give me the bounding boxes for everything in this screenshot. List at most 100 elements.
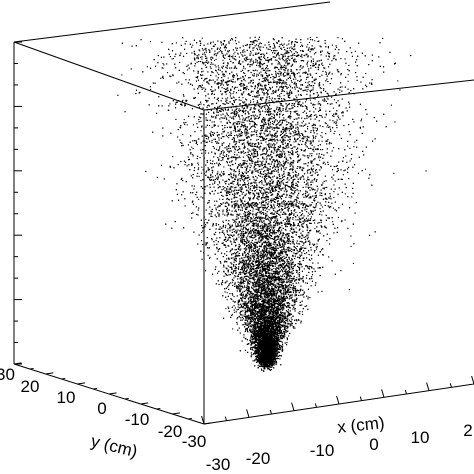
scatter-point — [186, 124, 188, 126]
scatter-point — [201, 166, 203, 168]
scatter-point — [310, 196, 312, 198]
scatter-point — [301, 201, 303, 203]
scatter-point — [273, 102, 275, 104]
scatter-point — [260, 83, 262, 85]
scatter-point — [249, 341, 251, 343]
scatter-point — [240, 228, 242, 230]
scatter-point — [287, 86, 289, 88]
scatter-point — [352, 262, 354, 264]
scatter-point — [285, 318, 287, 320]
scatter-point — [390, 104, 392, 106]
scatter-point — [256, 206, 258, 208]
scatter-point — [311, 149, 313, 151]
scatter-point — [265, 104, 267, 106]
scatter-point — [264, 226, 266, 228]
scatter-point — [217, 135, 219, 137]
scatter-point — [262, 77, 264, 79]
scatter-point — [263, 368, 265, 370]
scatter-point — [242, 176, 244, 178]
scatter-point — [252, 294, 254, 296]
scatter-point — [326, 97, 328, 99]
scatter-point — [254, 241, 256, 243]
scatter-point — [199, 157, 201, 159]
scatter-point — [271, 277, 273, 279]
scatter-point — [295, 101, 297, 103]
scatter-point — [268, 252, 270, 254]
scatter-point — [263, 175, 265, 177]
scatter-point — [283, 95, 285, 97]
scatter-point — [273, 80, 275, 82]
scatter-point — [273, 241, 275, 243]
scatter-point — [298, 94, 300, 96]
scatter-point — [256, 355, 258, 357]
scatter-point — [277, 284, 279, 286]
scatter-point — [262, 160, 264, 162]
scatter-point — [279, 246, 281, 248]
scatter-point — [287, 64, 289, 66]
scatter-point — [274, 52, 276, 54]
scatter-point — [252, 96, 254, 98]
scatter-point — [310, 162, 312, 164]
scatter-point — [341, 221, 343, 223]
scatter-point — [233, 97, 235, 99]
scatter-point — [210, 57, 212, 59]
scatter-point — [294, 75, 296, 77]
scatter-point — [291, 153, 293, 155]
scatter-point — [280, 325, 282, 327]
scatter-point — [309, 99, 311, 101]
scatter-point — [259, 234, 261, 236]
scatter-point — [295, 184, 297, 186]
scatter-point — [209, 159, 211, 161]
scatter-point — [235, 276, 237, 278]
scatter-point — [252, 249, 254, 251]
box-edge-top-left — [13, 41, 205, 111]
scatter-point — [214, 175, 216, 177]
scatter-point — [227, 158, 229, 160]
scatter-point — [269, 123, 271, 125]
scatter-point — [229, 101, 231, 103]
scatter-point — [339, 91, 341, 93]
scatter-point — [299, 76, 301, 78]
scatter-point — [211, 121, 213, 123]
scatter-point — [237, 129, 239, 131]
scatter-point — [233, 53, 235, 55]
scatter-point — [232, 96, 234, 98]
scatter-point — [291, 183, 293, 185]
scatter-point — [264, 62, 266, 64]
box-edge-top-back — [13, 1, 331, 43]
scatter-point — [260, 210, 262, 212]
scatter-point — [227, 77, 229, 79]
scatter-point — [268, 304, 270, 306]
scatter-point — [282, 160, 284, 162]
scatter-point — [219, 82, 221, 84]
scatter-point — [231, 298, 233, 300]
scatter-point — [245, 246, 247, 248]
scatter-point — [228, 234, 230, 236]
scatter-point — [172, 156, 174, 158]
scatter-point — [251, 202, 253, 204]
scatter-point — [233, 311, 235, 313]
scatter-point — [285, 272, 287, 274]
scatter-point — [220, 117, 222, 119]
scatter-point — [296, 41, 298, 43]
scatter-point — [231, 313, 233, 315]
scatter-point — [305, 101, 307, 103]
scatter-point — [265, 307, 267, 309]
scatter-point — [282, 324, 284, 326]
scatter-point — [218, 205, 220, 207]
scatter-point — [275, 332, 277, 334]
scatter-point — [260, 53, 262, 55]
scatter-point — [226, 88, 228, 90]
scatter-point — [238, 255, 240, 257]
scatter-point — [232, 122, 234, 124]
scatter-point — [258, 147, 260, 149]
scatter-point — [254, 324, 256, 326]
scatter-point — [274, 226, 276, 228]
scatter-point — [221, 97, 223, 99]
scatter-point — [265, 328, 267, 330]
scatter-point — [308, 41, 310, 43]
scatter-point — [282, 114, 284, 116]
scatter-point — [365, 72, 367, 74]
scatter-point — [295, 78, 297, 80]
